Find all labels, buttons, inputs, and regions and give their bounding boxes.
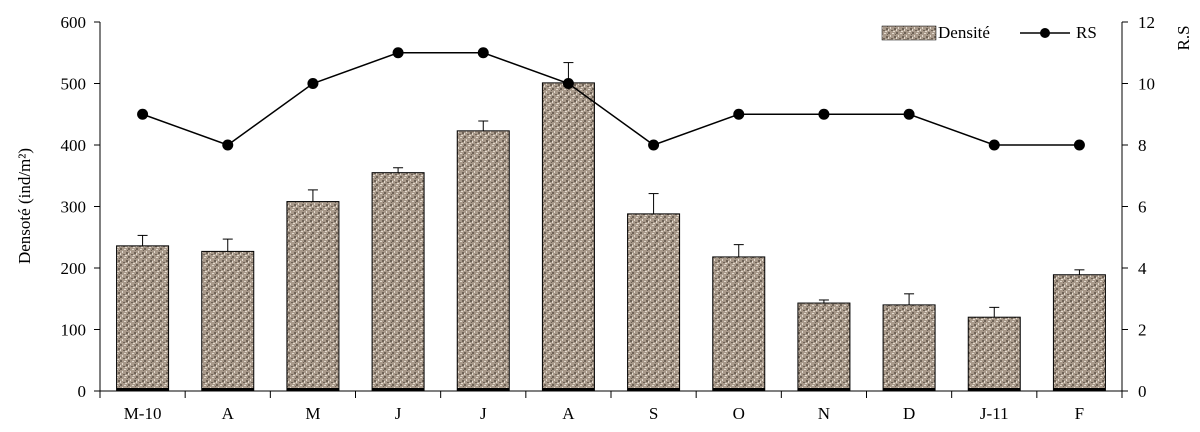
density-bar-base: [286, 388, 339, 391]
y-right-axis-title: R.S: [1174, 25, 1193, 50]
rs-point: [818, 108, 830, 120]
x-tick-label: F: [1075, 404, 1084, 423]
x-tick-label: O: [733, 404, 745, 423]
left-tick-label: 200: [61, 259, 87, 278]
left-tick-label: 100: [61, 321, 87, 340]
density-bar: [627, 213, 681, 392]
density-bar-base: [116, 388, 169, 391]
rs-point: [307, 78, 319, 89]
x-tick-label: S: [649, 404, 658, 423]
density-bars: [116, 82, 1106, 392]
left-tick-label: 400: [61, 136, 87, 155]
density-bar-base: [457, 388, 510, 391]
x-tick-label: M-10: [124, 404, 162, 423]
density-bar: [882, 304, 936, 392]
rs-point: [137, 108, 149, 120]
rs-line: [142, 52, 1080, 146]
left-tick-label: 300: [61, 198, 87, 217]
rs-point: [733, 108, 745, 120]
density-bar: [116, 245, 170, 392]
density-bar-base: [1053, 388, 1106, 391]
left-tick-label: 0: [78, 382, 87, 401]
x-tick-label: N: [818, 404, 830, 423]
density-bar: [286, 201, 340, 392]
density-bar-base: [883, 388, 936, 391]
legend: Densité RS: [881, 23, 1097, 42]
rs-point: [1073, 139, 1085, 151]
density-bar: [541, 82, 595, 392]
right-tick-label: 0: [1138, 382, 1147, 401]
density-bar-base: [542, 388, 595, 391]
rs-line-series: [137, 47, 1085, 151]
right-tick-label: 4: [1138, 259, 1147, 278]
density-bar-base: [201, 388, 254, 391]
legend-marker-rs: [1040, 28, 1050, 38]
left-tick-label: 500: [61, 75, 87, 94]
density-bar-base: [797, 388, 850, 391]
density-bar: [712, 256, 766, 392]
x-tick-label: J: [480, 404, 487, 423]
rs-point: [903, 108, 915, 120]
legend-label-rs: RS: [1076, 23, 1097, 42]
x-axis-ticks: M-10 A M J J A S O N D J-11 F: [99, 391, 1123, 423]
density-bar: [797, 302, 851, 392]
x-tick-label: A: [562, 404, 575, 423]
right-tick-label: 10: [1138, 75, 1155, 94]
rs-point: [648, 139, 660, 151]
density-bar-base: [968, 388, 1021, 391]
right-tick-label: 8: [1138, 136, 1147, 155]
y-axis-title: Densoté (ind/m²): [15, 148, 34, 264]
x-tick-label: J: [395, 404, 402, 423]
density-bar: [371, 172, 425, 392]
right-tick-label: 2: [1138, 321, 1147, 340]
x-tick-label: A: [222, 404, 235, 423]
density-bar: [456, 130, 510, 392]
x-tick-label: M: [305, 404, 320, 423]
density-bar-base: [372, 388, 425, 391]
x-tick-label: D: [903, 404, 915, 423]
density-bar-base: [712, 388, 765, 391]
rs-point: [392, 47, 404, 59]
rs-point: [988, 139, 1000, 151]
rs-point: [562, 78, 574, 89]
right-axis-ticks: 0 2 4 6 8 10 12: [1122, 13, 1155, 401]
right-tick-label: 6: [1138, 198, 1147, 217]
density-bar: [967, 316, 1021, 392]
density-error-bars: [137, 62, 1085, 318]
legend-swatch-density: [881, 25, 937, 41]
rs-point: [222, 139, 234, 151]
right-tick-label: 12: [1138, 13, 1155, 32]
left-tick-label: 600: [61, 13, 87, 32]
rs-point: [477, 47, 489, 59]
legend-label-density: Densité: [938, 23, 990, 42]
density-bar-base: [627, 388, 680, 391]
left-axis-ticks: 0 100 200 300 400 500 600: [61, 13, 100, 401]
x-tick-label: J-11: [980, 404, 1009, 423]
density-bar: [201, 250, 255, 392]
density-bar: [1052, 274, 1106, 392]
